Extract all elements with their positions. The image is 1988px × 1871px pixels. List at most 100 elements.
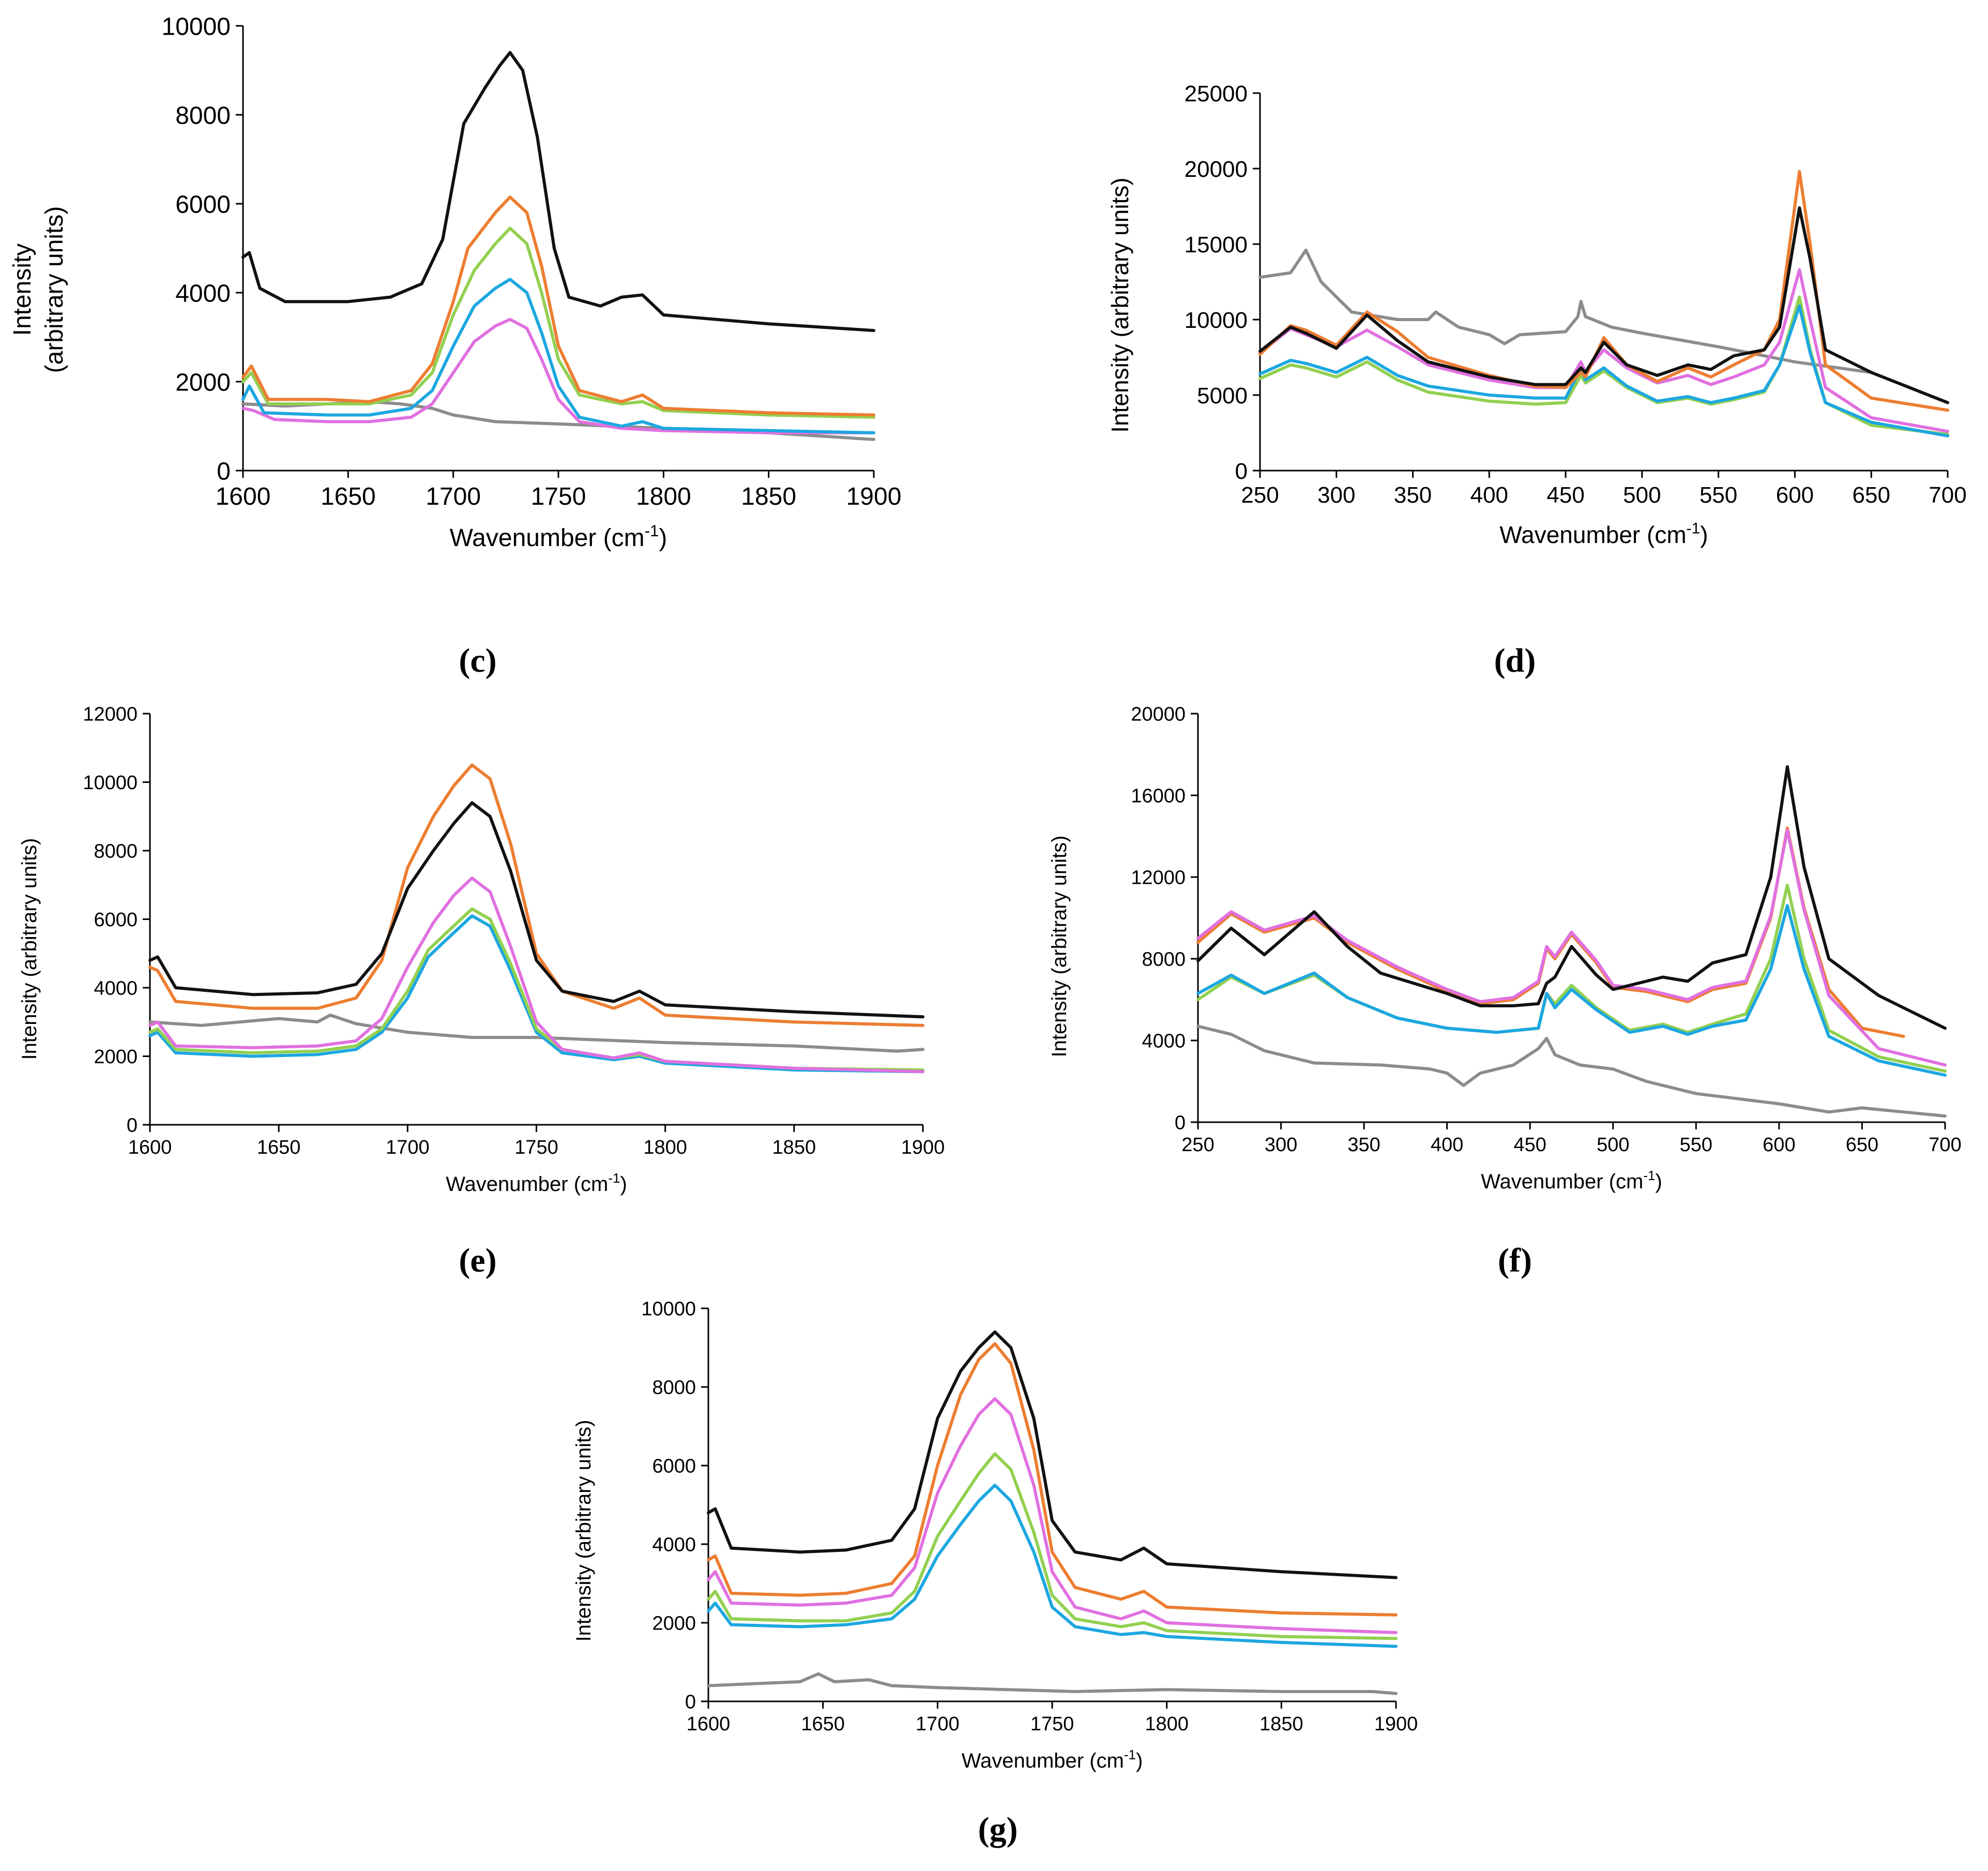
- x-tick-label: 1800: [636, 483, 691, 510]
- x-tick-label: 1800: [643, 1137, 687, 1158]
- y-tick-label: 0: [685, 1692, 696, 1713]
- y-tick-label: 2000: [652, 1613, 696, 1635]
- series-line-orange: [707, 1342, 1398, 1617]
- x-tick-label: 250: [1241, 482, 1279, 508]
- y-tick-label: 2000: [175, 369, 231, 396]
- x-tick-label: 600: [1763, 1134, 1795, 1156]
- x-tick-label: 1600: [687, 1713, 731, 1735]
- y-tick-label: 16000: [1131, 786, 1186, 807]
- series-line-green: [1258, 295, 1949, 436]
- x-tick-label: 350: [1347, 1134, 1380, 1156]
- caption-g: (g): [920, 1810, 1075, 1849]
- chart-panel-e: 0 2000 4000 6000 8000 10000 12000 1600 1650 1700 1…: [18, 704, 945, 1196]
- y-tick-label: 0: [127, 1115, 138, 1137]
- x-tick-label: 1700: [426, 483, 481, 510]
- x-tick-label: 550: [1680, 1134, 1712, 1156]
- x-axis-label: Wavenumber (cm-1): [1481, 1168, 1662, 1193]
- y-tick-label: 10000: [641, 1299, 696, 1320]
- x-tick-label: 1650: [321, 483, 376, 510]
- y-axis-label: Intensity (arbitrary units): [572, 1420, 595, 1641]
- y-tick-label: 0: [1235, 459, 1248, 484]
- y-tick-label: 20000: [1185, 157, 1248, 182]
- series-line-blue: [1258, 304, 1949, 437]
- caption-e-text: (e): [459, 1242, 497, 1279]
- x-tick-label: 300: [1317, 482, 1355, 508]
- series-line-orange: [148, 763, 924, 1027]
- y-axis-label: Intensity (arbitrary units): [1048, 835, 1071, 1057]
- x-axis-label: Wavenumber (cm-1): [446, 1170, 627, 1196]
- series-line-green: [707, 1452, 1398, 1640]
- y-tick-label: 12000: [83, 704, 138, 726]
- series-line-pink: [707, 1397, 1398, 1634]
- x-tick-label: 1750: [514, 1137, 558, 1158]
- y-tick-label: 4000: [94, 978, 138, 1000]
- series-line-gray: [707, 1672, 1398, 1695]
- series-line-green: [241, 227, 875, 419]
- series-line-gray: [1258, 248, 1873, 374]
- caption-c-text: (c): [459, 642, 497, 680]
- caption-f-text: (f): [1498, 1242, 1532, 1279]
- series-line-blue: [241, 278, 875, 434]
- x-tick-label: 1900: [1374, 1713, 1418, 1735]
- series-line-green: [1196, 883, 1947, 1073]
- x-tick-label: 1750: [531, 483, 586, 510]
- x-tick-label: 1900: [846, 483, 902, 510]
- x-tick-label: 1700: [916, 1713, 960, 1735]
- x-tick-label: 350: [1394, 482, 1432, 508]
- x-tick-label: 1850: [1259, 1713, 1303, 1735]
- series-line-blue: [1196, 904, 1947, 1077]
- chart-panel-d: 0 5000 10000 15000 20000 25000 250 300 350 400 450…: [1106, 81, 1967, 548]
- x-tick-label: 650: [1846, 1134, 1878, 1156]
- x-tick-label: 1650: [801, 1713, 845, 1735]
- series-line-pink: [241, 318, 875, 434]
- caption-c: (c): [400, 641, 555, 681]
- x-tick-label: 700: [1929, 482, 1966, 508]
- x-tick-label: 700: [1929, 1134, 1961, 1156]
- caption-g-text: (g): [978, 1810, 1018, 1848]
- x-tick-label: 450: [1514, 1134, 1546, 1156]
- y-tick-label: 2000: [94, 1046, 138, 1068]
- chart-panel-c: 0 2000 4000 6000 8000 10000 1600 1650 1700 1750 18…: [9, 13, 902, 552]
- series-line-pink: [1258, 268, 1949, 433]
- y-tick-label: 15000: [1185, 232, 1248, 258]
- x-tick-label: 1850: [741, 483, 796, 510]
- series-line-pink: [1196, 828, 1947, 1067]
- y-tick-label: 4000: [1142, 1031, 1186, 1052]
- x-tick-label: 1600: [128, 1137, 172, 1158]
- x-tick-label: 1700: [386, 1137, 430, 1158]
- x-tick-label: 1750: [1030, 1713, 1074, 1735]
- y-tick-label: 25000: [1185, 81, 1248, 107]
- series-line-black: [1196, 765, 1947, 1030]
- x-tick-label: 500: [1597, 1134, 1629, 1156]
- y-tick-label: 6000: [175, 191, 231, 218]
- x-tick-label: 1600: [216, 483, 271, 510]
- y-tick-label: 8000: [1142, 949, 1186, 971]
- series-line-blue: [707, 1484, 1398, 1648]
- x-tick-label: 450: [1546, 482, 1584, 508]
- y-tick-label: 4000: [175, 280, 231, 307]
- series-line-gray: [148, 1014, 924, 1053]
- series-line-pink: [148, 877, 924, 1074]
- x-tick-label: 400: [1431, 1134, 1463, 1156]
- series-line-black: [1258, 206, 1949, 404]
- series-line-black: [241, 51, 875, 333]
- y-tick-label: 8000: [175, 102, 231, 129]
- y-axis-label: Intensity: [9, 244, 36, 336]
- series-line-blue: [148, 914, 924, 1074]
- y-tick-label: 8000: [652, 1377, 696, 1399]
- series-line-black: [148, 801, 924, 1019]
- x-tick-label: 1900: [901, 1137, 945, 1158]
- caption-d-text: (d): [1494, 642, 1536, 680]
- y-axis-label: Intensity (arbitrary units): [18, 838, 41, 1060]
- y-axis-label: (arbitrary units): [41, 206, 68, 373]
- x-tick-label: 1800: [1145, 1713, 1189, 1735]
- y-tick-label: 8000: [94, 841, 138, 863]
- x-tick-label: 1850: [772, 1137, 816, 1158]
- caption-e: (e): [400, 1241, 555, 1280]
- chart-panel-f: 0 4000 8000 12000 16000 20000 250 300 350 400 450 5…: [1048, 704, 1962, 1193]
- caption-f: (f): [1437, 1241, 1592, 1280]
- x-tick-label: 1650: [257, 1137, 301, 1158]
- y-tick-label: 4000: [652, 1534, 696, 1556]
- x-tick-label: 550: [1699, 482, 1737, 508]
- caption-d: (d): [1437, 641, 1592, 681]
